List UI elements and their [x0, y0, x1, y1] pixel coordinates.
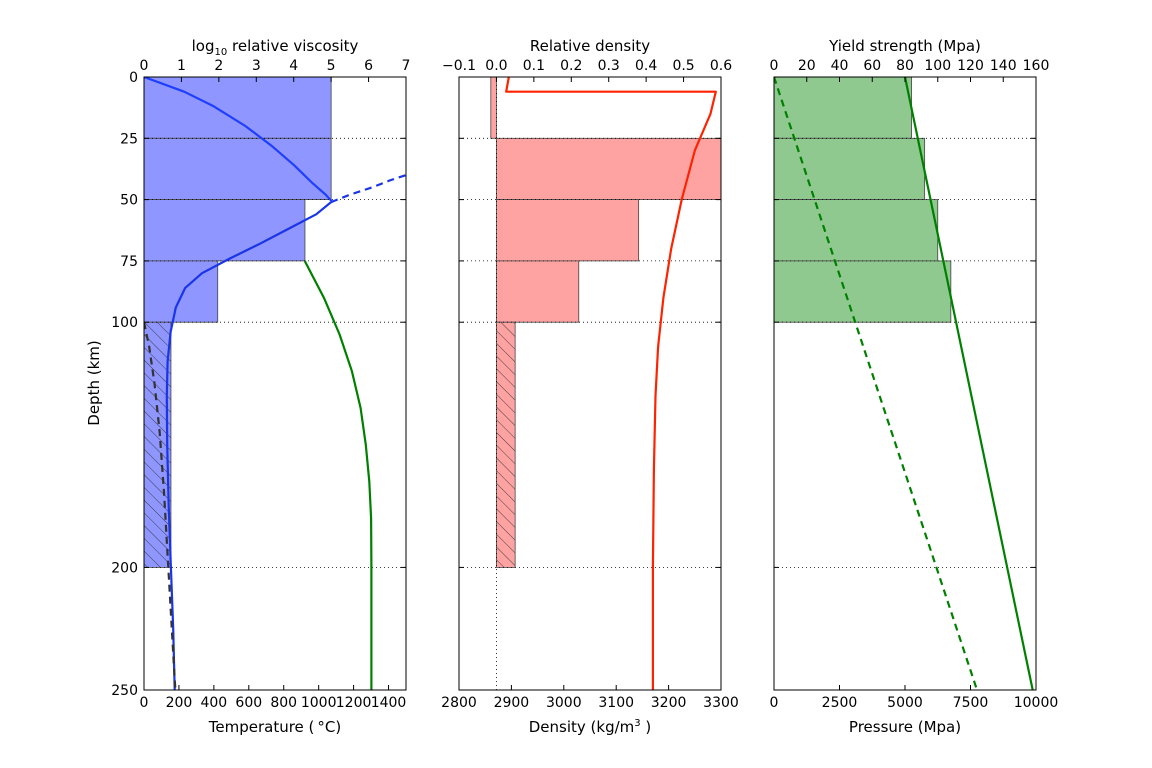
bottom-tick-label: 200	[166, 695, 193, 711]
top-tick-label: 0.6	[710, 58, 732, 74]
top-tick-label: 0.4	[635, 58, 657, 74]
top-tick-label: 0	[140, 58, 149, 74]
bar-0	[143, 76, 332, 139]
bar-2	[143, 199, 306, 262]
top-tick-label: 160	[1023, 58, 1050, 74]
axis-ticks: 0 20 40 60 80 100 120 140 160 0 2500 5000 7500 10000	[770, 58, 1059, 711]
bottom-tick-label: 5000	[887, 695, 923, 711]
bottom-tick-label: 600	[235, 695, 262, 711]
plot-frame	[143, 76, 407, 691]
top-tick-label: −0.1	[442, 58, 476, 74]
top-tick-label: 5	[327, 58, 336, 74]
top-tick-label: 60	[863, 58, 881, 74]
bottom-tick-label: 1000	[301, 695, 337, 711]
top-tick-label: 120	[957, 58, 984, 74]
top-tick-label: 0.5	[672, 58, 694, 74]
bottom-tick-label: 3300	[703, 695, 739, 711]
bottom-tick-label: 800	[270, 695, 297, 711]
bottom-tick-label: 0	[140, 695, 149, 711]
bottom-tick-label: 400	[200, 695, 227, 711]
bottom-axis-title: Pressure (Mpa)	[849, 718, 961, 736]
y-tick-label: 50	[120, 193, 138, 209]
bar-1	[496, 137, 722, 201]
series-line-0	[505, 77, 717, 690]
top-tick-label: 80	[896, 58, 914, 74]
bottom-tick-label: 1200	[336, 695, 372, 711]
top-tick-label: 0.2	[560, 58, 582, 74]
top-tick-label: 140	[990, 58, 1017, 74]
bottom-tick-label: 2800	[441, 695, 477, 711]
series-line-4	[144, 321, 177, 690]
y-axis-title: Depth (km)	[85, 340, 103, 425]
bar-3	[496, 260, 580, 323]
bar-2	[496, 199, 640, 262]
top-tick-label: 4	[289, 58, 298, 74]
bottom-tick-label: 2900	[494, 695, 530, 711]
bar-0	[490, 76, 497, 139]
series-line-2	[330, 174, 406, 204]
top-axis-title: Yield strength (Mpa)	[828, 37, 981, 55]
axis-ticks: −0.1 0.0 0.1 0.2 0.3 0.4 0.5 0.6 2800 2900 3000 310…	[441, 58, 739, 711]
bottom-tick-label: 10000	[1014, 695, 1059, 711]
top-tick-label: 20	[798, 58, 816, 74]
top-tick-label: 0.1	[523, 58, 545, 74]
series-line-0	[903, 77, 1034, 690]
y-tick-label: 25	[120, 131, 138, 147]
bottom-tick-label: 3200	[651, 695, 687, 711]
plot-frame	[458, 76, 722, 691]
top-axis-title: log10 relative viscosity	[192, 37, 359, 58]
strength-bars	[773, 76, 952, 323]
panel-density: −0.1 0.0 0.1 0.2 0.3 0.4 0.5 0.6 2800 2900 3000 310…	[441, 37, 739, 736]
y-tick-label: 200	[111, 560, 138, 576]
y-tick-label: 75	[120, 254, 138, 270]
y-tick-label: 100	[111, 315, 138, 331]
bar-hatch-4	[496, 322, 516, 568]
y-tick-label: 0	[129, 70, 138, 86]
top-tick-label: 6	[364, 58, 373, 74]
bottom-axis-title: Density (kg/m3 )	[529, 718, 652, 736]
bottom-tick-label: 0	[770, 695, 779, 711]
bar-1	[773, 137, 926, 201]
bar-3	[773, 260, 952, 323]
y-tick-label: 250	[111, 683, 138, 699]
series-line-3	[303, 260, 373, 690]
density-bars	[490, 76, 722, 568]
bar-0	[773, 76, 912, 139]
top-tick-label: 0.0	[485, 58, 507, 74]
bottom-tick-label: 2500	[822, 695, 858, 711]
top-tick-label: 40	[831, 58, 849, 74]
top-tick-label: 3	[252, 58, 261, 74]
bottom-tick-label: 3000	[546, 695, 582, 711]
bar-2	[773, 199, 939, 262]
top-tick-label: 0.3	[598, 58, 620, 74]
bottom-tick-label: 1400	[371, 695, 407, 711]
strength-lines	[774, 77, 1034, 690]
top-tick-label: 7	[402, 58, 411, 74]
top-tick-label: 1	[177, 58, 186, 74]
bottom-tick-label: 3100	[598, 695, 634, 711]
viscosity-temperature-lines	[144, 77, 406, 690]
density-lines	[505, 77, 717, 690]
series-line-0	[144, 77, 334, 203]
series-line-1	[165, 201, 332, 690]
bottom-tick-label: 7500	[953, 695, 989, 711]
bar-1	[143, 137, 332, 201]
top-tick-label: 2	[214, 58, 223, 74]
bottom-axis-title: Temperature ( °C)	[208, 718, 341, 736]
top-tick-label: 0	[770, 58, 779, 74]
top-axis-title: Relative density	[530, 37, 650, 55]
top-tick-label: 100	[924, 58, 951, 74]
